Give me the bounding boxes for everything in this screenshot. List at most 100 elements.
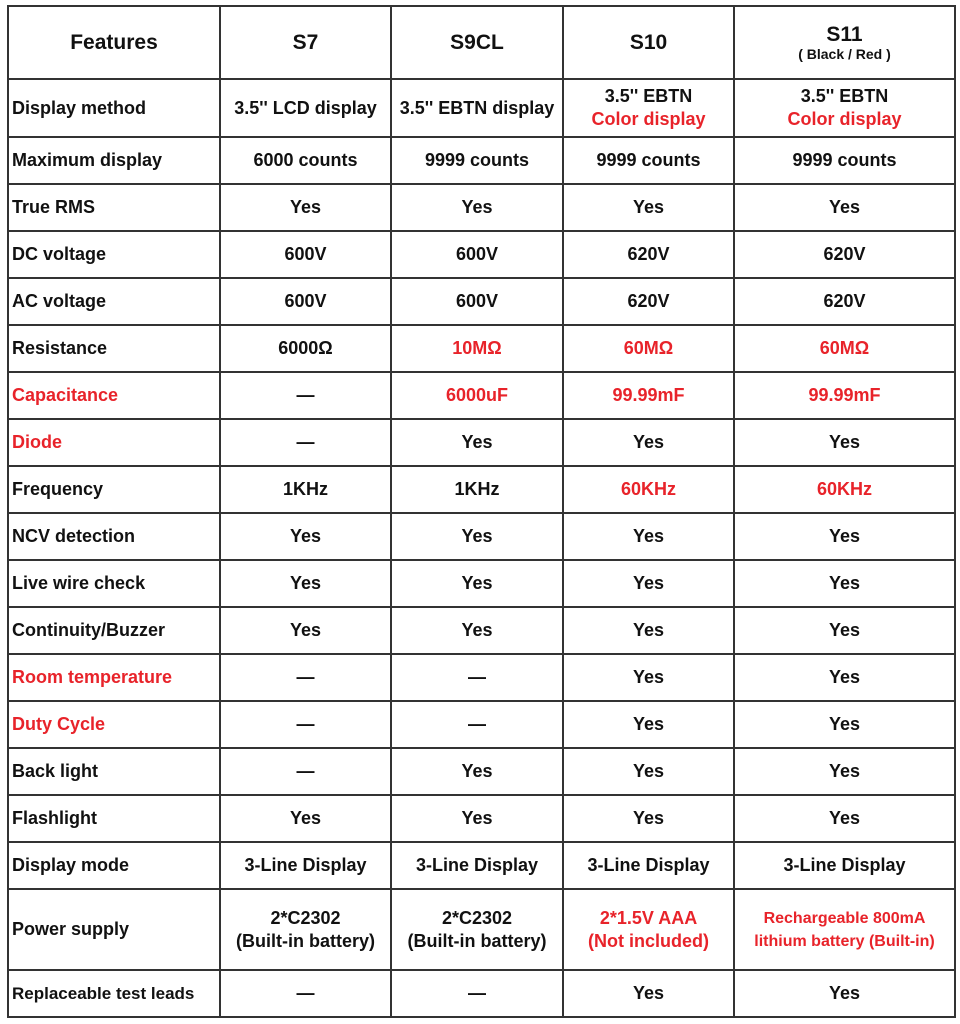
value-cell: — (219, 700, 392, 749)
table-row: Room temperature — — Yes Yes (7, 653, 956, 702)
value-cell: Yes (219, 183, 392, 232)
value-cell: 3.5'' LCD display (219, 78, 392, 138)
value-cell: Yes (733, 653, 956, 702)
value-cell: — (219, 418, 392, 467)
value-cell: 3.5'' EBTN display (390, 78, 564, 138)
value-cell: 60MΩ (562, 324, 735, 373)
value-cell: Rechargeable 800mA lithium battery (Buil… (733, 888, 956, 971)
value-cell: 60KHz (733, 465, 956, 514)
table-row: Continuity/Buzzer Yes Yes Yes Yes (7, 606, 956, 655)
value-cell: 620V (733, 230, 956, 279)
value-cell: Yes (219, 794, 392, 843)
feature-label: Replaceable test leads (7, 969, 221, 1018)
value-cell: 1KHz (219, 465, 392, 514)
feature-label: DC voltage (7, 230, 221, 279)
value-cell: 60KHz (562, 465, 735, 514)
value-cell: Yes (733, 969, 956, 1018)
value-cell: — (219, 371, 392, 420)
value-cell: 3-Line Display (219, 841, 392, 890)
value-cell: Yes (390, 559, 564, 608)
value-cell: Yes (733, 418, 956, 467)
value-cell: Yes (562, 183, 735, 232)
table-row: AC voltage 600V 600V 620V 620V (7, 277, 956, 326)
value-cell: 9999 counts (562, 136, 735, 185)
table-row: Replaceable test leads — — Yes Yes (7, 969, 956, 1018)
value-cell: Yes (562, 794, 735, 843)
table-row: Resistance 6000Ω 10MΩ 60MΩ 60MΩ (7, 324, 956, 373)
model-header-s11: S11( Black / Red ) (733, 5, 956, 80)
table-row: Duty Cycle — — Yes Yes (7, 700, 956, 749)
table-row: True RMS Yes Yes Yes Yes (7, 183, 956, 232)
value-cell: Yes (219, 559, 392, 608)
feature-label: Flashlight (7, 794, 221, 843)
value-cell: 9999 counts (733, 136, 956, 185)
value-cell: 6000Ω (219, 324, 392, 373)
value-cell: Yes (390, 747, 564, 796)
feature-label: Duty Cycle (7, 700, 221, 749)
value-cell: Yes (733, 747, 956, 796)
feature-label: Display mode (7, 841, 221, 890)
value-cell: — (390, 653, 564, 702)
value-cell: 600V (219, 277, 392, 326)
table-row: Frequency 1KHz 1KHz 60KHz 60KHz (7, 465, 956, 514)
value-cell: Yes (562, 512, 735, 561)
value-cell: 1KHz (390, 465, 564, 514)
table-body: Features S7 S9CL S10 S11( Black / Red ) … (7, 5, 956, 1018)
value-cell: Yes (562, 747, 735, 796)
value-cell: 99.99mF (562, 371, 735, 420)
value-cell: 620V (562, 230, 735, 279)
value-cell: 600V (390, 230, 564, 279)
value-cell: 6000 counts (219, 136, 392, 185)
feature-label: NCV detection (7, 512, 221, 561)
value-cell: Yes (733, 606, 956, 655)
value-cell: 6000uF (390, 371, 564, 420)
feature-label: Diode (7, 418, 221, 467)
value-cell: 3-Line Display (562, 841, 735, 890)
table-row: Display method 3.5'' LCD display 3.5'' EBT… (7, 78, 956, 138)
value-cell: 3.5'' EBTN Color display (562, 78, 735, 138)
value-cell: Yes (562, 559, 735, 608)
feature-label: Frequency (7, 465, 221, 514)
value-line: 3.5'' EBTN (800, 86, 889, 106)
value-cell: — (219, 969, 392, 1018)
value-cell: Yes (562, 653, 735, 702)
table-row: Maximum display 6000 counts 9999 counts 999… (7, 136, 956, 185)
value-cell: Yes (733, 794, 956, 843)
table-row: DC voltage 600V 600V 620V 620V (7, 230, 956, 279)
value-cell: 600V (219, 230, 392, 279)
feature-label: Back light (7, 747, 221, 796)
feature-label: Resistance (7, 324, 221, 373)
model-header-s10: S10 (562, 5, 735, 80)
features-header: Features (7, 5, 221, 80)
value-cell: 60MΩ (733, 324, 956, 373)
model-name: S9CL (450, 31, 504, 54)
value-cell: Yes (733, 512, 956, 561)
value-cell: 3.5'' EBTN Color display (733, 78, 956, 138)
model-name: S10 (629, 31, 668, 54)
feature-label: Continuity/Buzzer (7, 606, 221, 655)
value-line: 3.5'' EBTN (604, 86, 693, 106)
feature-label: Live wire check (7, 559, 221, 608)
value-cell: — (390, 700, 564, 749)
value-cell: Yes (733, 559, 956, 608)
model-header-s7: S7 (219, 5, 392, 80)
value-cell: 2*C2302 (Built-in battery) (390, 888, 564, 971)
value-cell: Yes (390, 794, 564, 843)
table-row: Flashlight Yes Yes Yes Yes (7, 794, 956, 843)
value-cell: Yes (562, 700, 735, 749)
value-cell: Yes (733, 700, 956, 749)
value-line: Color display (591, 109, 706, 129)
value-cell: 3-Line Display (733, 841, 956, 890)
model-name: S11 (826, 23, 863, 46)
model-header-s9cl: S9CL (390, 5, 564, 80)
value-cell: Yes (219, 606, 392, 655)
feature-label: Room temperature (7, 653, 221, 702)
value-cell: 2*1.5V AAA (Not included) (562, 888, 735, 971)
value-cell: 99.99mF (733, 371, 956, 420)
feature-label: Power supply (7, 888, 221, 971)
value-cell: Yes (390, 418, 564, 467)
table-row: Back light — Yes Yes Yes (7, 747, 956, 796)
value-cell: 3-Line Display (390, 841, 564, 890)
value-cell: 10MΩ (390, 324, 564, 373)
table-row: Capacitance —6000uF 99.99mF 99.99mF (7, 371, 956, 420)
